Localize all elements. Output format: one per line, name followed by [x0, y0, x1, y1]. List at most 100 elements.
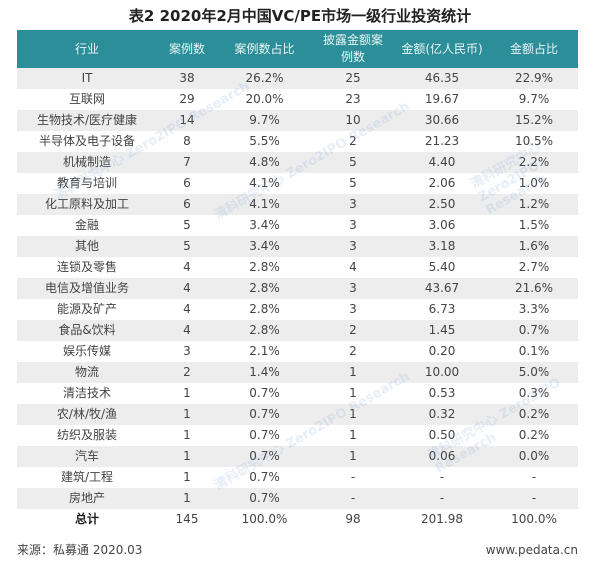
cell-amount-share: 1.6% [518, 239, 550, 253]
cell-disclosed-cases: 1 [349, 449, 357, 463]
cell-case-count: 4 [183, 323, 191, 337]
table-row: 房地产 1 0.7% - - - [17, 488, 578, 509]
cell-case-count: 8 [183, 134, 191, 148]
cell-amount: 3.06 [428, 218, 456, 232]
cell-case-count: 4 [183, 260, 191, 274]
cell-case-count: 38 [179, 71, 195, 85]
cell-industry: 农/林/牧/渔 [56, 407, 118, 421]
header-industry: 行业 [74, 41, 99, 56]
table-row: 农/林/牧/渔 1 0.7% 1 0.32 0.2% [17, 404, 578, 425]
cell-disclosed-cases: 3 [349, 281, 357, 295]
cell-case-share: 2.8% [249, 323, 280, 337]
cell-industry: 金融 [74, 218, 99, 232]
cell-disclosed-cases: - [350, 491, 356, 505]
table-row: 半导体及电子设备 8 5.5% 2 21.23 10.5% [17, 131, 578, 152]
cell-amount-share: 0.2% [518, 407, 550, 421]
cell-amount-share: 5.0% [518, 365, 550, 379]
cell-case-count: 29 [179, 92, 195, 106]
cell-industry: 建筑/工程 [60, 470, 114, 484]
header-disclosed-cases: 披露金额案 例数 [312, 30, 394, 68]
cell-amount: 46.35 [424, 71, 460, 85]
cell-amount-share: 0.3% [518, 386, 550, 400]
cell-amount: 2.06 [428, 176, 456, 190]
table-row: 食品&饮料 4 2.8% 2 1.45 0.7% [17, 320, 578, 341]
cell-case-count: 5 [183, 218, 191, 232]
cell-case-count: 6 [183, 197, 191, 211]
table-row: 建筑/工程 1 0.7% - - - [17, 467, 578, 488]
cell-case-count: 1 [183, 428, 191, 442]
cell-industry: 互联网 [68, 92, 105, 106]
cell-case-count: 3 [183, 344, 191, 358]
cell-case-share: 4.1% [249, 197, 280, 211]
cell-amount: 2.50 [428, 197, 456, 211]
cell-case-count: 4 [183, 302, 191, 316]
cell-disclosed-cases: 2 [349, 323, 357, 337]
cell-industry: 生物技术/医疗健康 [36, 113, 138, 127]
cell-industry: 娱乐传媒 [62, 344, 111, 358]
cell-industry: 半导体及电子设备 [38, 134, 135, 148]
cell-industry: 电信及增值业务 [44, 281, 129, 295]
cell-amount-share: 15.2% [514, 113, 554, 127]
cell-amount: 0.20 [428, 344, 456, 358]
table-row: 互联网 29 20.0% 23 19.67 9.7% [17, 89, 578, 110]
cell-amount: 3.18 [428, 239, 456, 253]
cell-case-count: 1 [183, 407, 191, 421]
cell-amount: 19.67 [424, 92, 460, 106]
cell-case-share: 4.8% [249, 155, 280, 169]
industry-investment-table: 行业 案例数 案例数占比 披露金额案 例数 金额(亿人民币) 金额占比 IT 38 2… [17, 30, 578, 530]
cell-case-count: 1 [183, 386, 191, 400]
cell-amount: 4.40 [428, 155, 456, 169]
table-row: 其他 5 3.4% 3 3.18 1.6% [17, 236, 578, 257]
cell-amount: 10.00 [424, 365, 460, 379]
footer: 来源：私募通 2020.03 www.pedata.cn [17, 540, 578, 560]
cell-case-count: 5 [183, 239, 191, 253]
table-row: 金融 5 3.4% 3 3.06 1.5% [17, 215, 578, 236]
cell-disclosed-cases: 5 [349, 155, 357, 169]
table-row: IT 38 26.2% 25 46.35 22.9% [17, 68, 578, 89]
cell-industry: 清洁技术 [62, 386, 111, 400]
cell-case-share: 0.7% [249, 407, 280, 421]
cell-amount-share: 0.7% [518, 323, 550, 337]
total-cell-amount-share: 100.0% [511, 512, 557, 526]
cell-amount-share: 0.1% [518, 344, 550, 358]
total-cell-case-share: 100.0% [241, 512, 288, 526]
website-note: www.pedata.cn [485, 543, 578, 557]
cell-industry: 物流 [74, 365, 99, 379]
cell-amount: 43.67 [424, 281, 460, 295]
total-cell-industry: 总计 [74, 512, 99, 526]
header-case-count: 案例数 [168, 41, 205, 56]
cell-amount-share: 0.2% [518, 428, 550, 442]
cell-industry: 能源及矿产 [56, 302, 117, 316]
cell-case-share: 3.4% [249, 218, 280, 232]
cell-disclosed-cases: 1 [349, 407, 357, 421]
cell-case-count: 6 [183, 176, 191, 190]
table-row: 清洁技术 1 0.7% 1 0.53 0.3% [17, 383, 578, 404]
cell-case-share: 2.1% [249, 344, 280, 358]
cell-amount-share: - [531, 470, 537, 484]
cell-industry: 机械制造 [62, 155, 111, 169]
cell-case-share: 0.7% [249, 470, 280, 484]
table-row: 能源及矿产 4 2.8% 3 6.73 3.3% [17, 299, 578, 320]
header-case-share: 案例数占比 [234, 41, 295, 56]
cell-amount: 0.50 [428, 428, 456, 442]
table-row: 化工原料及加工 6 4.1% 3 2.50 1.2% [17, 194, 578, 215]
cell-amount-share: 22.9% [514, 71, 554, 85]
total-cell-case-count: 145 [175, 512, 199, 526]
cell-industry: 教育与培训 [56, 176, 117, 190]
table-row: 教育与培训 6 4.1% 5 2.06 1.0% [17, 173, 578, 194]
cell-industry: 连锁及零售 [56, 260, 117, 274]
total-cell-amount: 201.98 [421, 512, 463, 526]
cell-disclosed-cases: 3 [349, 197, 357, 211]
cell-industry: 汽车 [74, 449, 99, 463]
total-cell-disclosed-cases: 98 [345, 512, 361, 526]
table-row: 电信及增值业务 4 2.8% 3 43.67 21.6% [17, 278, 578, 299]
cell-disclosed-cases: 3 [349, 239, 357, 253]
cell-case-share: 0.7% [249, 449, 280, 463]
cell-case-share: 26.2% [245, 71, 284, 85]
cell-amount-share: 3.3% [518, 302, 550, 316]
cell-industry: 食品&饮料 [58, 323, 116, 337]
table-row: 机械制造 7 4.8% 5 4.40 2.2% [17, 152, 578, 173]
cell-case-share: 5.5% [249, 134, 280, 148]
cell-case-share: 2.8% [249, 281, 280, 295]
cell-industry: 化工原料及加工 [44, 197, 129, 211]
